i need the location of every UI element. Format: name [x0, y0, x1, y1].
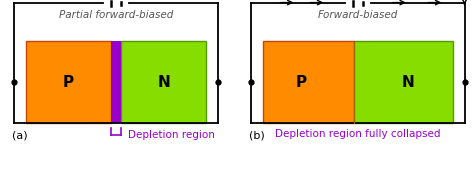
- Text: Forward-biased: Forward-biased: [318, 10, 398, 19]
- Bar: [263, 41, 354, 123]
- Text: Depletion region fully collapsed: Depletion region fully collapsed: [275, 129, 441, 139]
- Text: N: N: [402, 75, 415, 90]
- Bar: [26, 41, 111, 123]
- Bar: [354, 41, 453, 123]
- Bar: [121, 41, 206, 123]
- Bar: [111, 41, 121, 123]
- Text: (a): (a): [12, 131, 27, 141]
- Text: P: P: [63, 75, 74, 90]
- Text: N: N: [157, 75, 170, 90]
- Text: Depletion region: Depletion region: [128, 130, 215, 140]
- Text: P: P: [296, 75, 307, 90]
- Text: Partial forward-biased: Partial forward-biased: [59, 10, 173, 19]
- Text: (b): (b): [249, 131, 264, 141]
